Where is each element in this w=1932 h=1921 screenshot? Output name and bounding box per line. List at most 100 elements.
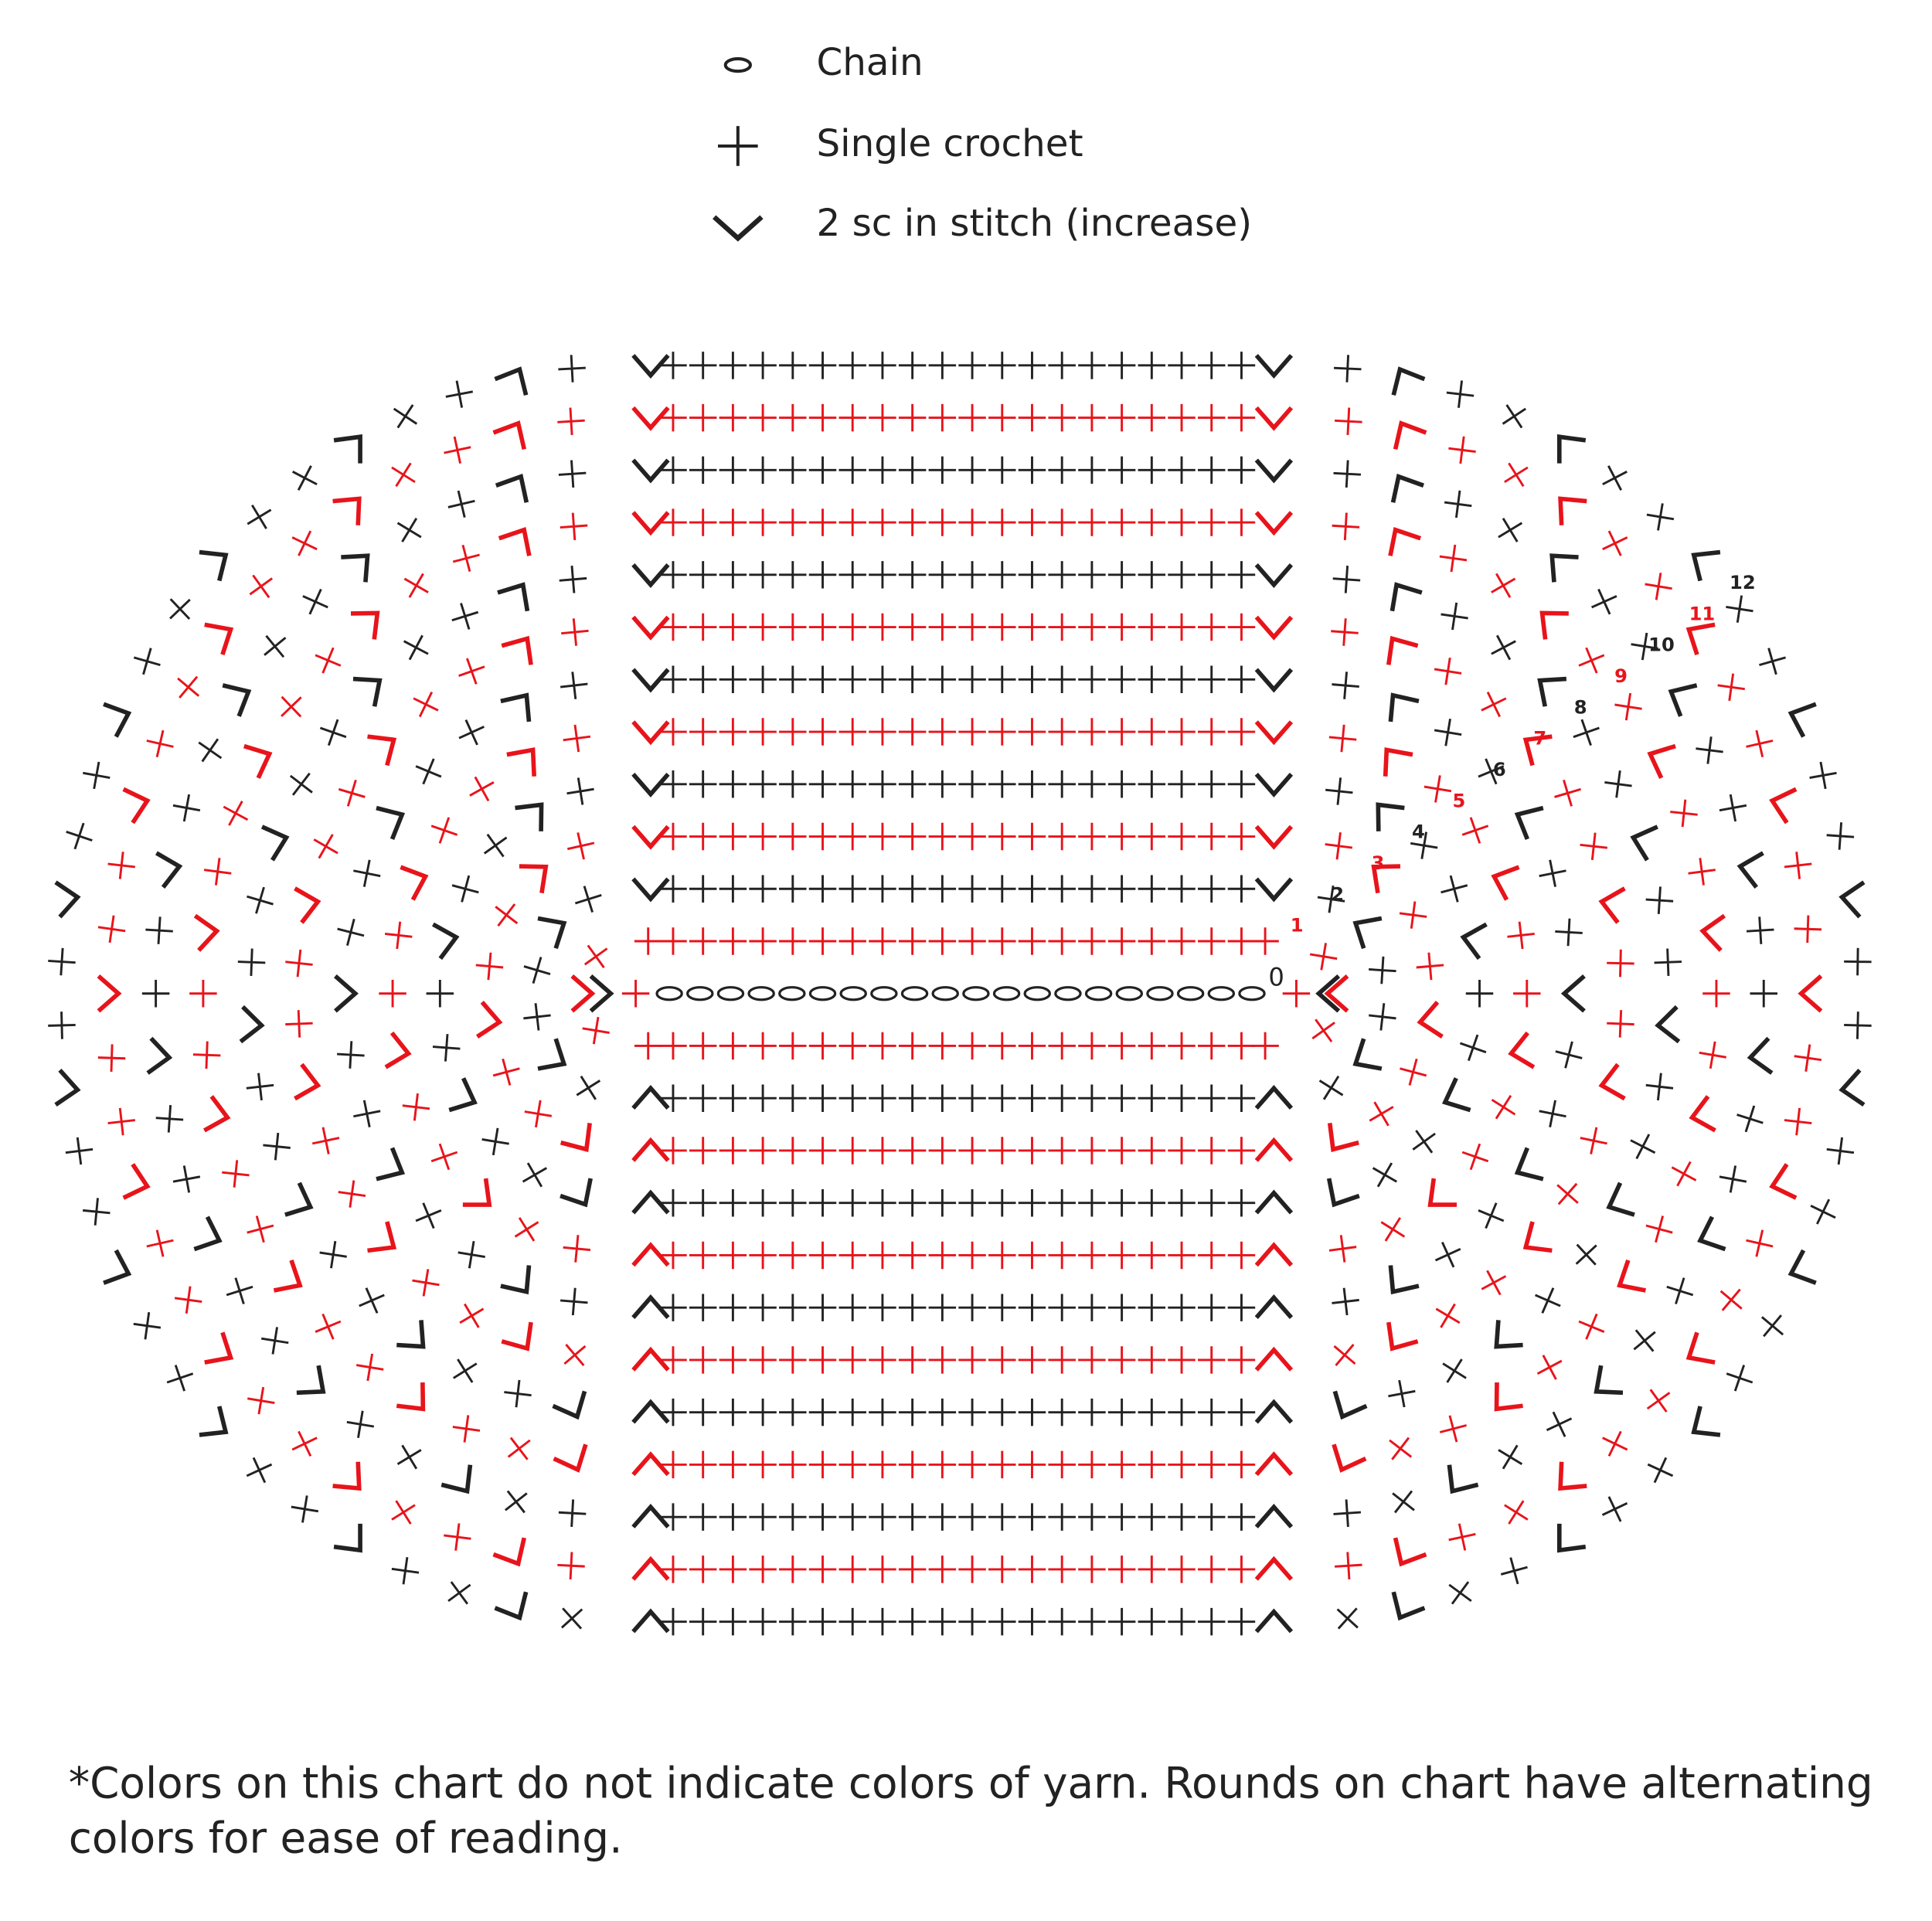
- single-crochet: [483, 833, 508, 858]
- single-crochet: [808, 1346, 837, 1374]
- single-crochet: [1416, 952, 1444, 981]
- single-crochet: [83, 1198, 111, 1226]
- single-crochet: [659, 456, 687, 484]
- single-crochet: [838, 822, 866, 851]
- single-crochet: [808, 1294, 837, 1321]
- single-crochet: [1336, 1607, 1359, 1630]
- increase: [631, 1608, 670, 1634]
- single-crochet: [1018, 1556, 1046, 1583]
- increase: [199, 549, 229, 582]
- single-crochet: [1018, 1607, 1046, 1636]
- single-crochet: [1018, 927, 1046, 955]
- single-crochet: [1048, 1241, 1076, 1270]
- single-crochet: [869, 561, 896, 589]
- single-crochet: [928, 456, 957, 484]
- single-crochet: [869, 1241, 896, 1270]
- single-crochet: [719, 456, 747, 484]
- single-crochet: [1107, 1294, 1136, 1321]
- chain: [1238, 986, 1266, 1001]
- single-crochet: [1318, 1076, 1344, 1100]
- single-crochet: [749, 1503, 777, 1531]
- single-crochet: [337, 918, 365, 946]
- single-crochet: [1227, 1503, 1256, 1531]
- single-crochet: [958, 508, 986, 536]
- single-crochet: [988, 561, 1016, 589]
- sc-symbol: [718, 126, 758, 166]
- single-crochet: [83, 761, 111, 790]
- single-crochet: [869, 1503, 896, 1531]
- single-crochet: [779, 822, 807, 851]
- single-crochet: [1410, 831, 1438, 859]
- single-crochet: [958, 456, 986, 484]
- single-crochet: [1601, 1496, 1628, 1522]
- single-crochet: [1227, 875, 1256, 903]
- single-crochet: [1138, 1398, 1166, 1426]
- single-crochet: [563, 1343, 587, 1366]
- single-crochet: [928, 561, 957, 589]
- legend-label: 2 sc in stitch (increase): [816, 202, 1252, 245]
- single-crochet: [779, 403, 807, 432]
- single-crochet: [988, 1398, 1016, 1426]
- single-crochet: [141, 980, 170, 1008]
- single-crochet: [749, 1346, 777, 1374]
- increase: [1389, 582, 1423, 612]
- single-crochet: [838, 1398, 866, 1426]
- single-crochet: [689, 1137, 717, 1164]
- single-crochet: [1554, 779, 1581, 807]
- single-crochet: [749, 352, 777, 379]
- single-crochet: [1688, 858, 1716, 886]
- increase: [631, 354, 670, 379]
- single-crochet: [1539, 859, 1566, 887]
- single-crochet: [659, 1137, 687, 1164]
- single-crochet: [291, 465, 318, 491]
- single-crochet: [689, 403, 717, 432]
- single-crochet: [958, 352, 986, 379]
- single-crochet: [1604, 770, 1632, 798]
- increase: [203, 1095, 231, 1133]
- single-crochet: [898, 875, 927, 903]
- increase: [631, 720, 670, 746]
- single-crochet: [557, 407, 585, 436]
- increase: [631, 1451, 670, 1477]
- increase: [1769, 1163, 1798, 1200]
- increase: [537, 916, 567, 950]
- single-crochet: [1227, 1137, 1256, 1164]
- increase: [1494, 1382, 1523, 1412]
- single-crochet: [355, 1353, 384, 1382]
- single-crochet: [1107, 613, 1136, 641]
- single-crochet: [1078, 1137, 1106, 1164]
- round-label: 7: [1533, 728, 1546, 750]
- single-crochet: [1380, 1217, 1406, 1242]
- single-crochet: [133, 648, 161, 675]
- single-crochet: [838, 1450, 866, 1479]
- single-crochet: [988, 1294, 1016, 1321]
- increase: [204, 622, 234, 656]
- single-crochet: [319, 1240, 347, 1269]
- single-crochet: [1198, 718, 1226, 746]
- increase: [631, 1189, 670, 1215]
- single-crochet: [988, 456, 1016, 484]
- single-crochet: [928, 927, 957, 955]
- single-crochet: [1332, 672, 1359, 699]
- single-crochet: [1168, 1188, 1196, 1217]
- single-crochet: [1168, 927, 1196, 955]
- single-crochet: [719, 1241, 747, 1270]
- single-crochet: [133, 1311, 162, 1340]
- increase: [631, 824, 670, 850]
- legend: Chain Single crochet 2 sc in stitch (inc…: [713, 41, 1252, 245]
- round-label: 5: [1452, 790, 1465, 811]
- single-crochet: [1645, 1216, 1673, 1243]
- single-crochet: [1630, 1134, 1656, 1160]
- single-crochet: [1168, 1346, 1196, 1374]
- single-crochet: [749, 1556, 777, 1583]
- increase: [1556, 1523, 1587, 1553]
- single-crochet: [779, 1450, 807, 1479]
- chain: [1146, 986, 1174, 1001]
- single-crochet: [808, 927, 837, 955]
- single-crochet: [808, 822, 837, 851]
- single-crochet: [1168, 352, 1196, 379]
- single-crochet: [1717, 673, 1745, 702]
- single-crochet: [898, 456, 927, 484]
- single-crochet: [928, 718, 957, 746]
- single-crochet: [576, 1076, 601, 1100]
